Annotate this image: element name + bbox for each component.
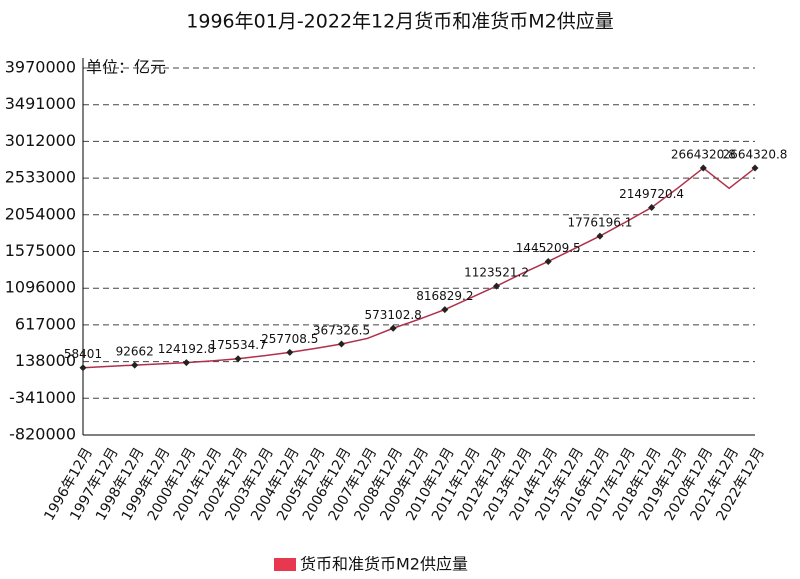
y-tick-label: 3012000 bbox=[5, 131, 76, 150]
data-point bbox=[596, 232, 604, 240]
unit-label: 单位：亿元 bbox=[86, 58, 166, 77]
y-tick-label: 1096000 bbox=[5, 278, 76, 297]
data-point bbox=[234, 355, 242, 363]
data-label: 2664320.8 bbox=[723, 148, 788, 162]
chart-title: 1996年01月-2022年12月货币和准货币M2供应量 bbox=[186, 11, 613, 33]
data-label: 257708.5 bbox=[261, 332, 318, 346]
data-point bbox=[389, 324, 397, 332]
data-point bbox=[544, 257, 552, 265]
data-label: 1776196.1 bbox=[567, 216, 632, 230]
series-line bbox=[82, 167, 756, 369]
data-label: 92662 bbox=[116, 345, 154, 359]
data-point bbox=[337, 340, 345, 348]
data-point bbox=[493, 282, 501, 290]
legend-label: 货币和准货币M2供应量 bbox=[300, 555, 468, 574]
y-tick-label: 617000 bbox=[15, 314, 76, 333]
data-label: 124192.8 bbox=[158, 342, 215, 356]
data-point bbox=[751, 164, 759, 172]
data-point bbox=[131, 361, 139, 369]
y-tick-label: 3491000 bbox=[5, 94, 76, 113]
y-tick-label: 3970000 bbox=[5, 58, 76, 77]
y-tick-label: 138000 bbox=[15, 351, 76, 370]
data-label: 2664320.8 bbox=[671, 148, 736, 162]
data-point bbox=[79, 364, 87, 372]
data-label: 367326.5 bbox=[313, 324, 370, 338]
data-label: 175534.7 bbox=[209, 338, 266, 352]
y-tick-label: -820000 bbox=[9, 425, 76, 444]
y-tick-label: 2054000 bbox=[5, 204, 76, 223]
data-point bbox=[441, 306, 449, 314]
data-label: 1445209.5 bbox=[516, 241, 581, 255]
data-point bbox=[648, 203, 656, 211]
data-label: 573102.8 bbox=[365, 308, 422, 322]
data-point bbox=[182, 359, 190, 367]
data-label: 1123521.2 bbox=[464, 266, 529, 280]
data-label: 58401 bbox=[64, 347, 102, 361]
data-point bbox=[699, 164, 707, 172]
legend-swatch bbox=[274, 558, 296, 571]
data-label: 816829.2 bbox=[416, 289, 473, 303]
y-tick-label: -341000 bbox=[9, 388, 76, 407]
y-tick-label: 2533000 bbox=[5, 168, 76, 187]
data-point bbox=[286, 348, 294, 356]
y-tick-label: 1575000 bbox=[5, 241, 76, 260]
data-label: 2149720.4 bbox=[619, 187, 684, 201]
